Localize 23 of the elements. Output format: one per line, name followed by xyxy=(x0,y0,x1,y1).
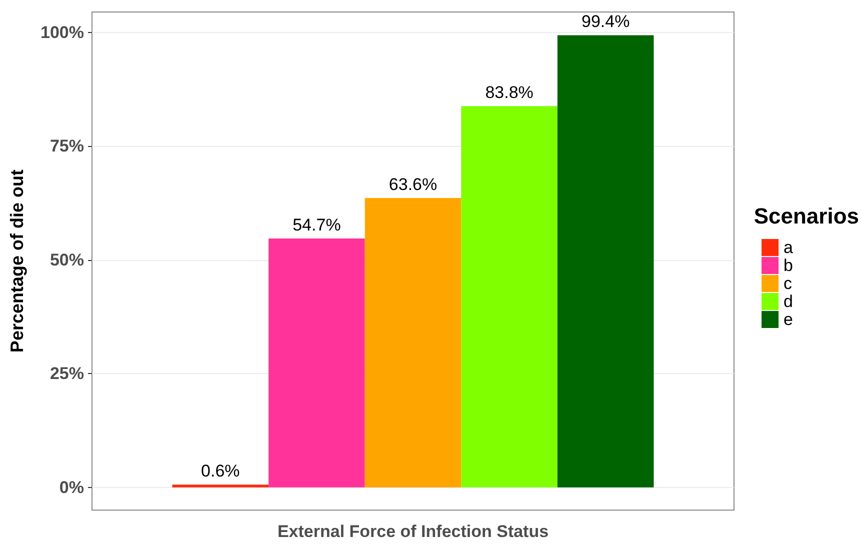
data-label: 0.6% xyxy=(201,462,240,481)
bar xyxy=(172,484,269,488)
bar xyxy=(557,35,654,488)
bar xyxy=(461,106,558,488)
legend-label: e xyxy=(784,310,794,329)
data-label: 99.4% xyxy=(582,12,630,32)
y-tick-label: 0% xyxy=(59,478,84,497)
data-label: 63.6% xyxy=(388,175,438,194)
data-label: 83.8% xyxy=(485,83,534,102)
legend-label: d xyxy=(784,292,794,311)
x-axis-title: External Force of Infection Status xyxy=(277,522,549,541)
bar xyxy=(268,238,365,488)
legend-label: c xyxy=(784,274,793,293)
y-tick-label: 100% xyxy=(40,22,84,42)
legend-label: b xyxy=(784,256,794,275)
bar xyxy=(364,198,462,488)
y-axis-title: Percentage of die out xyxy=(7,170,27,353)
y-tick-label: 50% xyxy=(50,250,84,270)
y-tick-label: 25% xyxy=(50,364,84,384)
data-label: 54.7% xyxy=(292,216,341,235)
y-tick-label: 75% xyxy=(50,136,84,156)
legend-label: a xyxy=(784,238,794,257)
legend-title: Scenarios xyxy=(754,204,860,228)
